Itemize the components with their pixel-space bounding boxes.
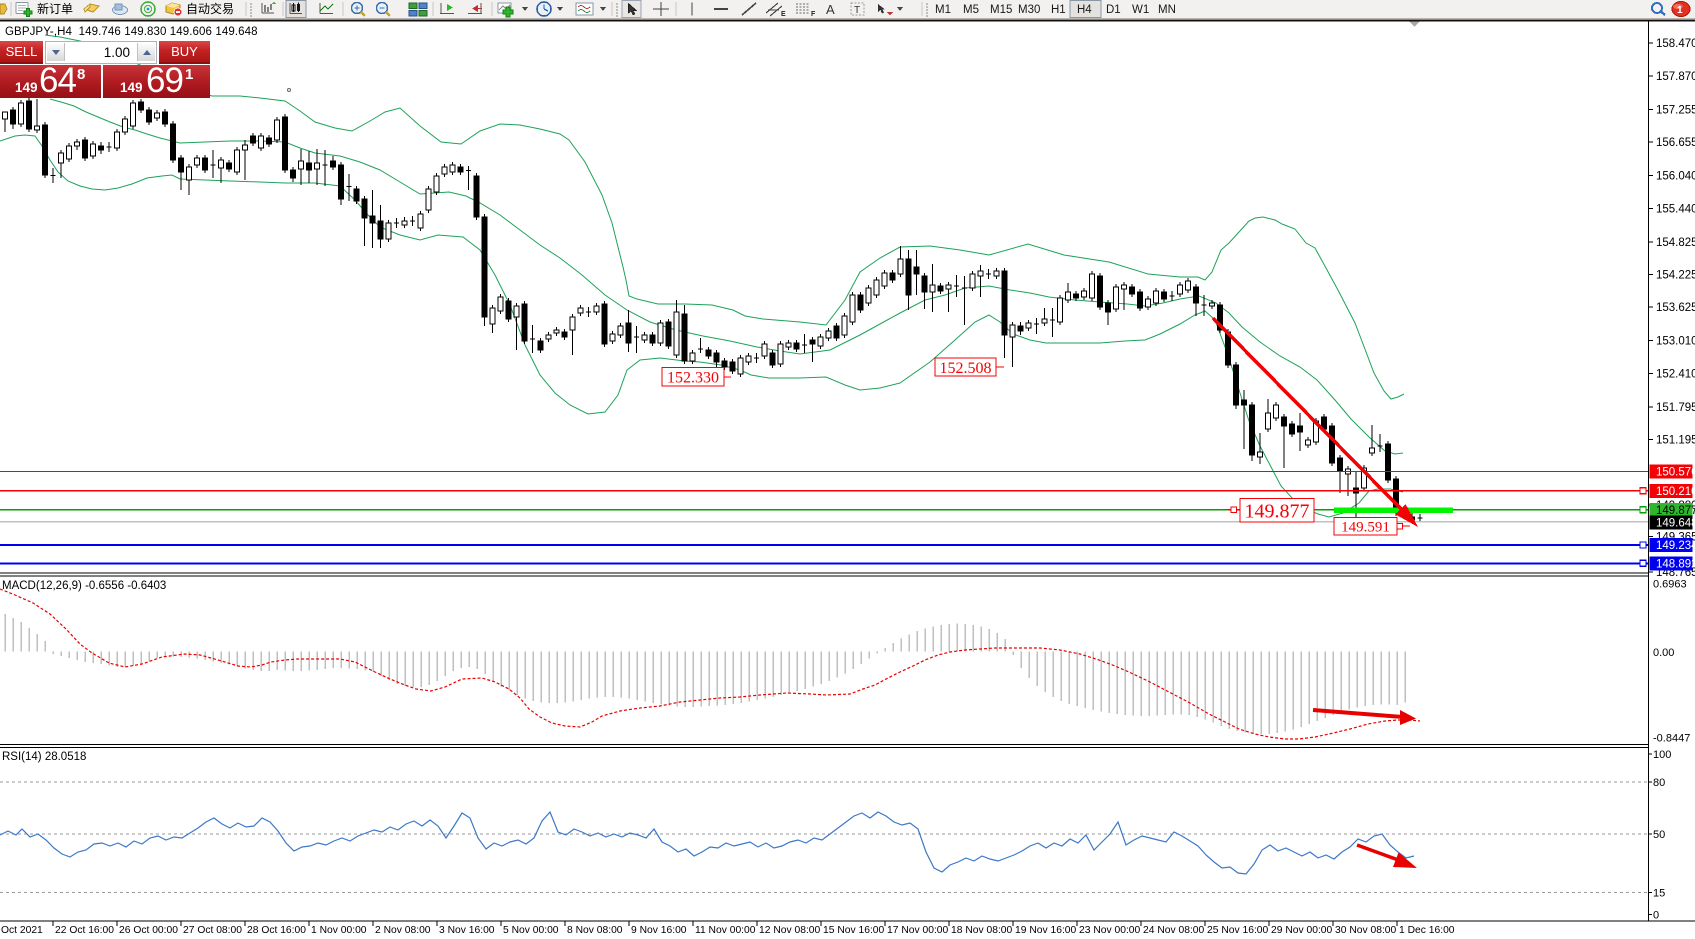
svg-text:15 Nov 16:00: 15 Nov 16:00 bbox=[823, 925, 885, 936]
svg-text:T: T bbox=[854, 5, 860, 16]
svg-text:80: 80 bbox=[1653, 777, 1665, 789]
svg-text:1 Dec 16:00: 1 Dec 16:00 bbox=[1399, 925, 1455, 936]
svg-text:149.877: 149.877 bbox=[1245, 500, 1310, 522]
svg-text:152.410: 152.410 bbox=[1656, 368, 1695, 380]
svg-text:149.648: 149.648 bbox=[1656, 517, 1695, 529]
svg-text:27 Oct 08:00: 27 Oct 08:00 bbox=[183, 925, 242, 936]
svg-text:1: 1 bbox=[1677, 5, 1683, 16]
svg-text:F: F bbox=[811, 11, 816, 18]
svg-text:新订单: 新订单 bbox=[37, 1, 73, 16]
svg-text:26 Oct 00:00: 26 Oct 00:00 bbox=[119, 925, 178, 936]
svg-text:M30: M30 bbox=[1018, 4, 1040, 16]
svg-text:156.040: 156.040 bbox=[1656, 171, 1695, 183]
svg-text:1 Nov 00:00: 1 Nov 00:00 bbox=[311, 925, 367, 936]
svg-text:151.795: 151.795 bbox=[1656, 402, 1695, 414]
svg-text:5 Nov 00:00: 5 Nov 00:00 bbox=[503, 925, 559, 936]
svg-text:149.234: 149.234 bbox=[1656, 540, 1695, 552]
svg-text:153.625: 153.625 bbox=[1656, 302, 1695, 314]
svg-text:自动交易: 自动交易 bbox=[186, 1, 234, 16]
svg-text:150.576: 150.576 bbox=[1656, 466, 1695, 478]
svg-text:RSI(14) 28.0518: RSI(14) 28.0518 bbox=[2, 751, 86, 763]
svg-text:50: 50 bbox=[1653, 829, 1665, 841]
svg-text:25 Nov 16:00: 25 Nov 16:00 bbox=[1207, 925, 1269, 936]
svg-text:24 Nov 08:00: 24 Nov 08:00 bbox=[1143, 925, 1205, 936]
svg-text:28 Oct 16:00: 28 Oct 16:00 bbox=[247, 925, 306, 936]
svg-text:19 Nov 16:00: 19 Nov 16:00 bbox=[1015, 925, 1077, 936]
svg-text:MN: MN bbox=[1158, 4, 1176, 16]
svg-text:154.825: 154.825 bbox=[1656, 237, 1695, 249]
svg-text:29 Nov 00:00: 29 Nov 00:00 bbox=[1271, 925, 1333, 936]
svg-text:Oct 2021: Oct 2021 bbox=[1, 925, 43, 936]
svg-text:18 Nov 08:00: 18 Nov 08:00 bbox=[951, 925, 1013, 936]
svg-text:0: 0 bbox=[1653, 910, 1659, 922]
svg-text:156.655: 156.655 bbox=[1656, 137, 1695, 149]
svg-text:158.470: 158.470 bbox=[1656, 38, 1695, 50]
svg-text:23 Nov 00:00: 23 Nov 00:00 bbox=[1079, 925, 1141, 936]
svg-text:157.870: 157.870 bbox=[1656, 71, 1695, 83]
svg-text:152.508: 152.508 bbox=[940, 360, 992, 377]
svg-text:153.010: 153.010 bbox=[1656, 336, 1695, 348]
svg-text:3 Nov 16:00: 3 Nov 16:00 bbox=[439, 925, 495, 936]
svg-text:12 Nov 08:00: 12 Nov 08:00 bbox=[759, 925, 821, 936]
svg-text:155.440: 155.440 bbox=[1656, 203, 1695, 215]
svg-text:17 Nov 00:00: 17 Nov 00:00 bbox=[887, 925, 949, 936]
svg-text:9 Nov 16:00: 9 Nov 16:00 bbox=[631, 925, 687, 936]
svg-text:154.225: 154.225 bbox=[1656, 270, 1695, 282]
svg-text:0.6963: 0.6963 bbox=[1653, 579, 1687, 591]
svg-text:MACD(12,26,9) -0.6556 -0.6403: MACD(12,26,9) -0.6556 -0.6403 bbox=[2, 580, 166, 592]
svg-text:-0.8447: -0.8447 bbox=[1653, 733, 1690, 745]
svg-text:22 Oct 16:00: 22 Oct 16:00 bbox=[55, 925, 114, 936]
svg-text:157.255: 157.255 bbox=[1656, 104, 1695, 116]
svg-text:8 Nov 08:00: 8 Nov 08:00 bbox=[567, 925, 623, 936]
svg-text:0.00: 0.00 bbox=[1653, 647, 1674, 659]
svg-text:H4: H4 bbox=[1077, 4, 1092, 16]
svg-text:151.195: 151.195 bbox=[1656, 435, 1695, 447]
svg-text:H1: H1 bbox=[1051, 4, 1066, 16]
svg-text:A: A bbox=[826, 2, 835, 17]
svg-text:149.877: 149.877 bbox=[1656, 505, 1695, 517]
svg-text:2 Nov 08:00: 2 Nov 08:00 bbox=[375, 925, 431, 936]
svg-text:W1: W1 bbox=[1132, 4, 1149, 16]
svg-text:100: 100 bbox=[1653, 749, 1671, 761]
svg-text:E: E bbox=[781, 11, 786, 18]
svg-text:11 Nov 00:00: 11 Nov 00:00 bbox=[695, 925, 756, 936]
svg-text:152.330: 152.330 bbox=[667, 370, 719, 387]
svg-text:148.892: 148.892 bbox=[1656, 558, 1695, 570]
svg-text:M15: M15 bbox=[990, 4, 1012, 16]
svg-text:149.591: 149.591 bbox=[1341, 520, 1390, 536]
svg-text:M5: M5 bbox=[963, 4, 979, 16]
svg-text:150.210: 150.210 bbox=[1656, 486, 1695, 498]
svg-text:15: 15 bbox=[1653, 888, 1665, 900]
svg-text:D1: D1 bbox=[1106, 4, 1121, 16]
svg-text:30 Nov 08:00: 30 Nov 08:00 bbox=[1335, 925, 1397, 936]
svg-text:M1: M1 bbox=[935, 4, 951, 16]
